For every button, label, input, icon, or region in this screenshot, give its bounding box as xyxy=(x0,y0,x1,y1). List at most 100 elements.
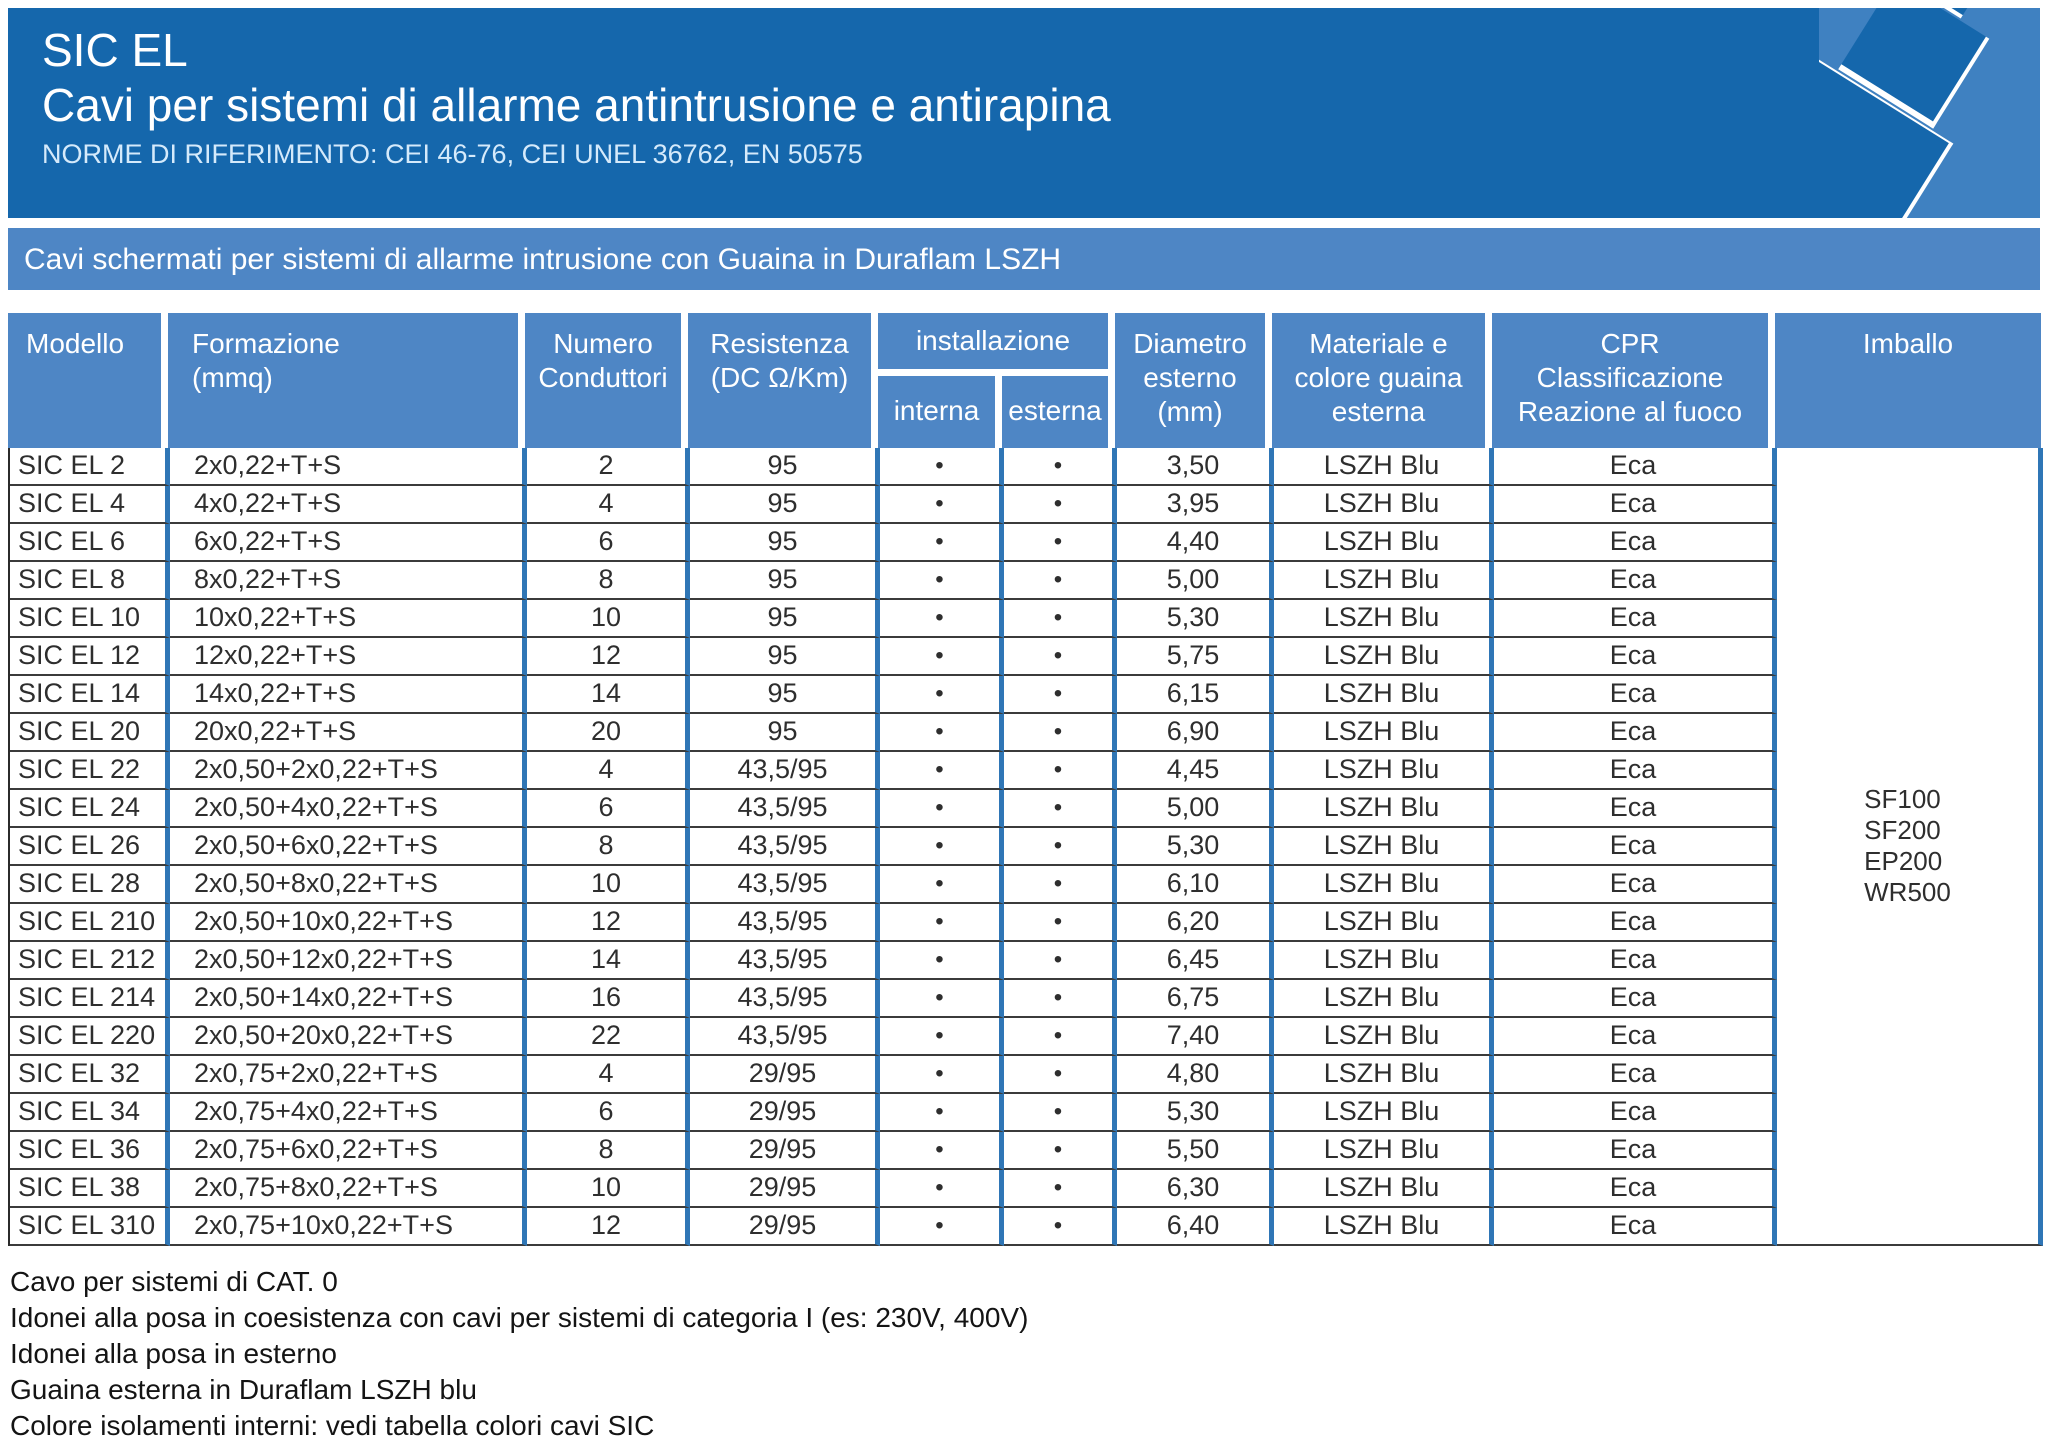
table-cell: 4 xyxy=(527,486,690,524)
note-line: Guaina esterna in Duraflam LSZH blu xyxy=(10,1374,477,1405)
note-line: Colore isolamenti interni: vedi tabella … xyxy=(10,1410,655,1441)
table-cell: SIC EL 4 xyxy=(10,486,170,524)
table-cell: Eca xyxy=(1494,714,1777,752)
table-cell: 43,5/95 xyxy=(690,752,880,790)
table-cell: 8 xyxy=(527,1132,690,1170)
table-cell: 10x0,22+T+S xyxy=(170,600,527,638)
table-cell: Eca xyxy=(1494,1094,1777,1132)
table-cell: • xyxy=(1004,600,1117,638)
table-cell: LSZH Blu xyxy=(1274,714,1494,752)
installazione-subheaders: interna esterna xyxy=(878,376,1115,448)
imballo-merged-cell: SF100 SF200 EP200 WR500 xyxy=(1777,448,2043,1246)
imballo-value: SF100 xyxy=(1864,784,1941,814)
note-line: Idonei alla posa in esterno xyxy=(10,1338,337,1369)
table-cell: 10 xyxy=(527,1170,690,1208)
table-cell: • xyxy=(880,866,1004,904)
table-cell: 14 xyxy=(527,676,690,714)
table-cell: 6,40 xyxy=(1117,1208,1274,1246)
table-cell: Eca xyxy=(1494,828,1777,866)
note-line: Idonei alla posa in coesistenza con cavi… xyxy=(10,1302,1029,1333)
table-cell: 6,45 xyxy=(1117,942,1274,980)
table-cell: Eca xyxy=(1494,600,1777,638)
table-cell: • xyxy=(880,1018,1004,1056)
table-cell: 6 xyxy=(527,790,690,828)
table-cell: Eca xyxy=(1494,790,1777,828)
table-cell: Eca xyxy=(1494,1018,1777,1056)
table-cell: 95 xyxy=(690,486,880,524)
table-cell: • xyxy=(880,1132,1004,1170)
table-cell: Eca xyxy=(1494,524,1777,562)
table-cell: LSZH Blu xyxy=(1274,1056,1494,1094)
table-cell: SIC EL 212 xyxy=(10,942,170,980)
header-titles: SIC EL Cavi per sistemi di allarme antin… xyxy=(42,24,1111,174)
table-cell: SIC EL 24 xyxy=(10,790,170,828)
table-cell: 95 xyxy=(690,524,880,562)
col-header-formazione: Formazione (mmq) xyxy=(168,313,518,448)
imballo-value: WR500 xyxy=(1864,877,1951,907)
table-cell: SIC EL 2 xyxy=(10,448,170,486)
table-cell: • xyxy=(880,828,1004,866)
table-cell: SIC EL 20 xyxy=(10,714,170,752)
table-cell: 5,50 xyxy=(1117,1132,1274,1170)
table-cell: • xyxy=(1004,866,1117,904)
table-cell: • xyxy=(1004,980,1117,1018)
table-cell: SIC EL 36 xyxy=(10,1132,170,1170)
section-title-bar: Cavi schermati per sistemi di allarme in… xyxy=(8,228,2040,290)
table-cell: 5,00 xyxy=(1117,790,1274,828)
table-cell: 5,75 xyxy=(1117,638,1274,676)
table-cell: 16 xyxy=(527,980,690,1018)
table-cell: SIC EL 6 xyxy=(10,524,170,562)
table-cell: • xyxy=(880,904,1004,942)
table-cell: LSZH Blu xyxy=(1274,524,1494,562)
table-cell: 2x0,50+2x0,22+T+S xyxy=(170,752,527,790)
table-cell: • xyxy=(1004,1132,1117,1170)
table-cell: SIC EL 38 xyxy=(10,1170,170,1208)
table-cell: 29/95 xyxy=(690,1094,880,1132)
table-cell: • xyxy=(1004,562,1117,600)
table-cell: 6,90 xyxy=(1117,714,1274,752)
table-cell: • xyxy=(880,1170,1004,1208)
table-cell: • xyxy=(1004,1208,1117,1246)
table-cell: 3,50 xyxy=(1117,448,1274,486)
table-cell: SIC EL 8 xyxy=(10,562,170,600)
table-cell: 2x0,50+6x0,22+T+S xyxy=(170,828,527,866)
table-cell: SIC EL 220 xyxy=(10,1018,170,1056)
table-cell: 10 xyxy=(527,600,690,638)
table-cell: 2x0,50+14x0,22+T+S xyxy=(170,980,527,1018)
table-cell: 2x0,50+10x0,22+T+S xyxy=(170,904,527,942)
cable-graphic xyxy=(1819,8,2040,218)
table-cell: 95 xyxy=(690,448,880,486)
col-header-diametro: Diametro esterno (mm) xyxy=(1115,313,1265,448)
table-cell: 95 xyxy=(690,714,880,752)
table-cell: SIC EL 310 xyxy=(10,1208,170,1246)
col-header-numero-conduttori: Numero Conduttori xyxy=(525,313,681,448)
table-cell: LSZH Blu xyxy=(1274,1208,1494,1246)
footer-notes: Cavo per sistemi di CAT. 0 Idonei alla p… xyxy=(10,1264,1028,1442)
table-cell: Eca xyxy=(1494,942,1777,980)
col-header-installazione-group: installazione interna esterna xyxy=(878,313,1115,448)
table-cell: 95 xyxy=(690,676,880,714)
table-cell: • xyxy=(880,1056,1004,1094)
table-cell: • xyxy=(1004,1056,1117,1094)
table-cell: LSZH Blu xyxy=(1274,980,1494,1018)
table-cell: • xyxy=(1004,1170,1117,1208)
table-cell: 6x0,22+T+S xyxy=(170,524,527,562)
table-cell: • xyxy=(1004,676,1117,714)
table-cell: LSZH Blu xyxy=(1274,866,1494,904)
table-cell: SIC EL 10 xyxy=(10,600,170,638)
table-cell: 2x0,75+6x0,22+T+S xyxy=(170,1132,527,1170)
col-header-imballo: Imballo xyxy=(1775,313,2041,448)
table-cell: LSZH Blu xyxy=(1274,638,1494,676)
product-description-title: Cavi per sistemi di allarme antintrusion… xyxy=(42,79,1111,131)
table-cell: • xyxy=(880,562,1004,600)
table-cell: Eca xyxy=(1494,980,1777,1018)
table-cell: • xyxy=(880,752,1004,790)
table-cell: 2x0,50+20x0,22+T+S xyxy=(170,1018,527,1056)
table-cell: 43,5/95 xyxy=(690,790,880,828)
table-cell: 95 xyxy=(690,638,880,676)
table-cell: SIC EL 214 xyxy=(10,980,170,1018)
table-cell: Eca xyxy=(1494,1132,1777,1170)
table-cell: LSZH Blu xyxy=(1274,448,1494,486)
table-cell: SIC EL 34 xyxy=(10,1094,170,1132)
table-cell: 29/95 xyxy=(690,1132,880,1170)
